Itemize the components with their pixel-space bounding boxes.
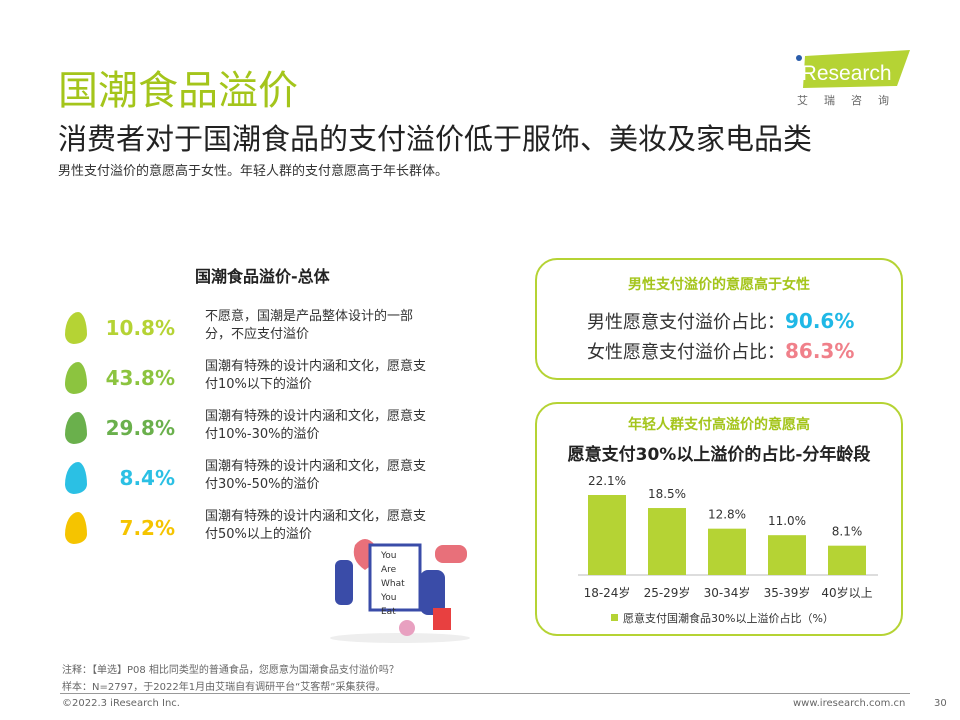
overall-item: 43.8% 国潮有特殊的设计内涵和文化，愿意支付10%以下的溢价 <box>65 358 445 398</box>
legend-label: 愿意支付国潮食品30%以上溢价占比（%） <box>623 611 834 625</box>
overall-item: 7.2% 国潮有特殊的设计内涵和文化，愿意支付50%以上的溢价 <box>65 508 445 548</box>
overall-item: 29.8% 国潮有特殊的设计内涵和文化，愿意支付10%-30%的溢价 <box>65 408 445 448</box>
page-number: 30 <box>934 698 947 709</box>
bar <box>648 508 686 575</box>
female-value: 86.3% <box>785 339 855 363</box>
svg-text:What: What <box>381 579 405 589</box>
leaf-icon <box>65 412 87 444</box>
summary: 男性支付溢价的意愿高于女性。年轻人群的支付意愿高于年长群体。 <box>58 164 449 179</box>
iresearch-logo: iResearch <box>796 50 910 88</box>
copyright: ©2022.3 iResearch Inc. <box>62 698 180 709</box>
page-subtitle: 消费者对于国潮食品的支付溢价低于服饰、美妆及家电品类 <box>58 122 813 156</box>
website: www.iresearch.com.cn <box>793 698 906 709</box>
sample-note: 样本：N=2797，于2022年1月由艾瑞自有调研平台“艾客帮”采集获得。 <box>62 682 386 693</box>
legend-swatch <box>611 614 618 621</box>
page-title: 国潮食品溢价 <box>58 68 298 114</box>
x-tick-label: 18-24岁 <box>584 585 631 600</box>
bar <box>768 535 806 575</box>
bar <box>588 495 626 575</box>
item-label: 不愿意，国潮是产品整体设计的一部分，不应支付溢价 <box>205 309 414 342</box>
overall-item: 8.4% 国潮有特殊的设计内涵和文化，愿意支付30%-50%的溢价 <box>65 458 445 498</box>
bar <box>708 528 746 575</box>
item-percent: 29.8% <box>105 416 175 440</box>
item-label: 国潮有特殊的设计内涵和文化，愿意支付30%-50%的溢价 <box>205 459 427 492</box>
leaf-icon <box>65 312 87 344</box>
leaf-icon <box>65 512 87 544</box>
age-box-title: 年轻人群支付高溢价的意愿高 <box>628 417 810 433</box>
male-value: 90.6% <box>785 309 855 333</box>
bar <box>828 545 866 575</box>
chart-title: 愿意支付30%以上溢价的占比-分年龄段 <box>567 445 871 465</box>
x-tick-label: 30-34岁 <box>704 585 751 600</box>
item-percent: 7.2% <box>119 516 175 540</box>
female-label: 女性愿意支付溢价占比： <box>587 342 785 363</box>
item-percent: 10.8% <box>105 316 175 340</box>
x-tick-label: 35-39岁 <box>764 585 811 600</box>
svg-text:Eat: Eat <box>381 607 396 617</box>
male-row: 男性愿意支付溢价占比：90.6% <box>587 308 901 334</box>
gender-title: 男性支付溢价的意愿高于女性 <box>628 277 810 293</box>
item-label: 国潮有特殊的设计内涵和文化，愿意支付10%-30%的溢价 <box>205 409 427 442</box>
bar-label: 22.1% <box>588 474 626 488</box>
leaf-icon <box>65 362 87 394</box>
svg-text:iResearch: iResearch <box>797 62 892 85</box>
people-eating-illustration: You Are What You Eat <box>330 539 470 643</box>
leaf-icon <box>65 462 87 494</box>
bar-label: 11.0% <box>768 514 806 528</box>
overall-item: 10.8% 不愿意，国潮是产品整体设计的一部分，不应支付溢价 <box>65 308 445 348</box>
overall-title: 国潮食品溢价-总体 <box>195 267 330 286</box>
svg-text:You: You <box>380 593 397 603</box>
footer-divider <box>60 693 910 694</box>
svg-text:Are: Are <box>381 565 397 575</box>
logo-subtitle: 艾瑞咨询 <box>797 94 905 107</box>
item-percent: 43.8% <box>105 366 175 390</box>
bar-label: 18.5% <box>648 487 686 501</box>
bar-label: 8.1% <box>832 525 863 539</box>
x-tick-label: 40岁以上 <box>821 585 872 600</box>
bar-label: 12.8% <box>708 508 746 522</box>
female-row: 女性愿意支付溢价占比：86.3% <box>587 338 901 364</box>
footnote: 注释：【单选】P08 相比同类型的普通食品，您愿意为国潮食品支付溢价吗？ <box>62 665 399 676</box>
item-label: 国潮有特殊的设计内涵和文化，愿意支付10%以下的溢价 <box>205 359 427 392</box>
item-percent: 8.4% <box>119 466 175 490</box>
item-label: 国潮有特殊的设计内涵和文化，愿意支付50%以上的溢价 <box>205 509 427 542</box>
x-tick-label: 25-29岁 <box>644 585 691 600</box>
svg-text:You: You <box>380 551 397 561</box>
male-label: 男性愿意支付溢价占比： <box>587 312 785 333</box>
gender-box: 男性支付溢价的意愿高于女性 男性愿意支付溢价占比：90.6% 女性愿意支付溢价占… <box>535 258 903 380</box>
